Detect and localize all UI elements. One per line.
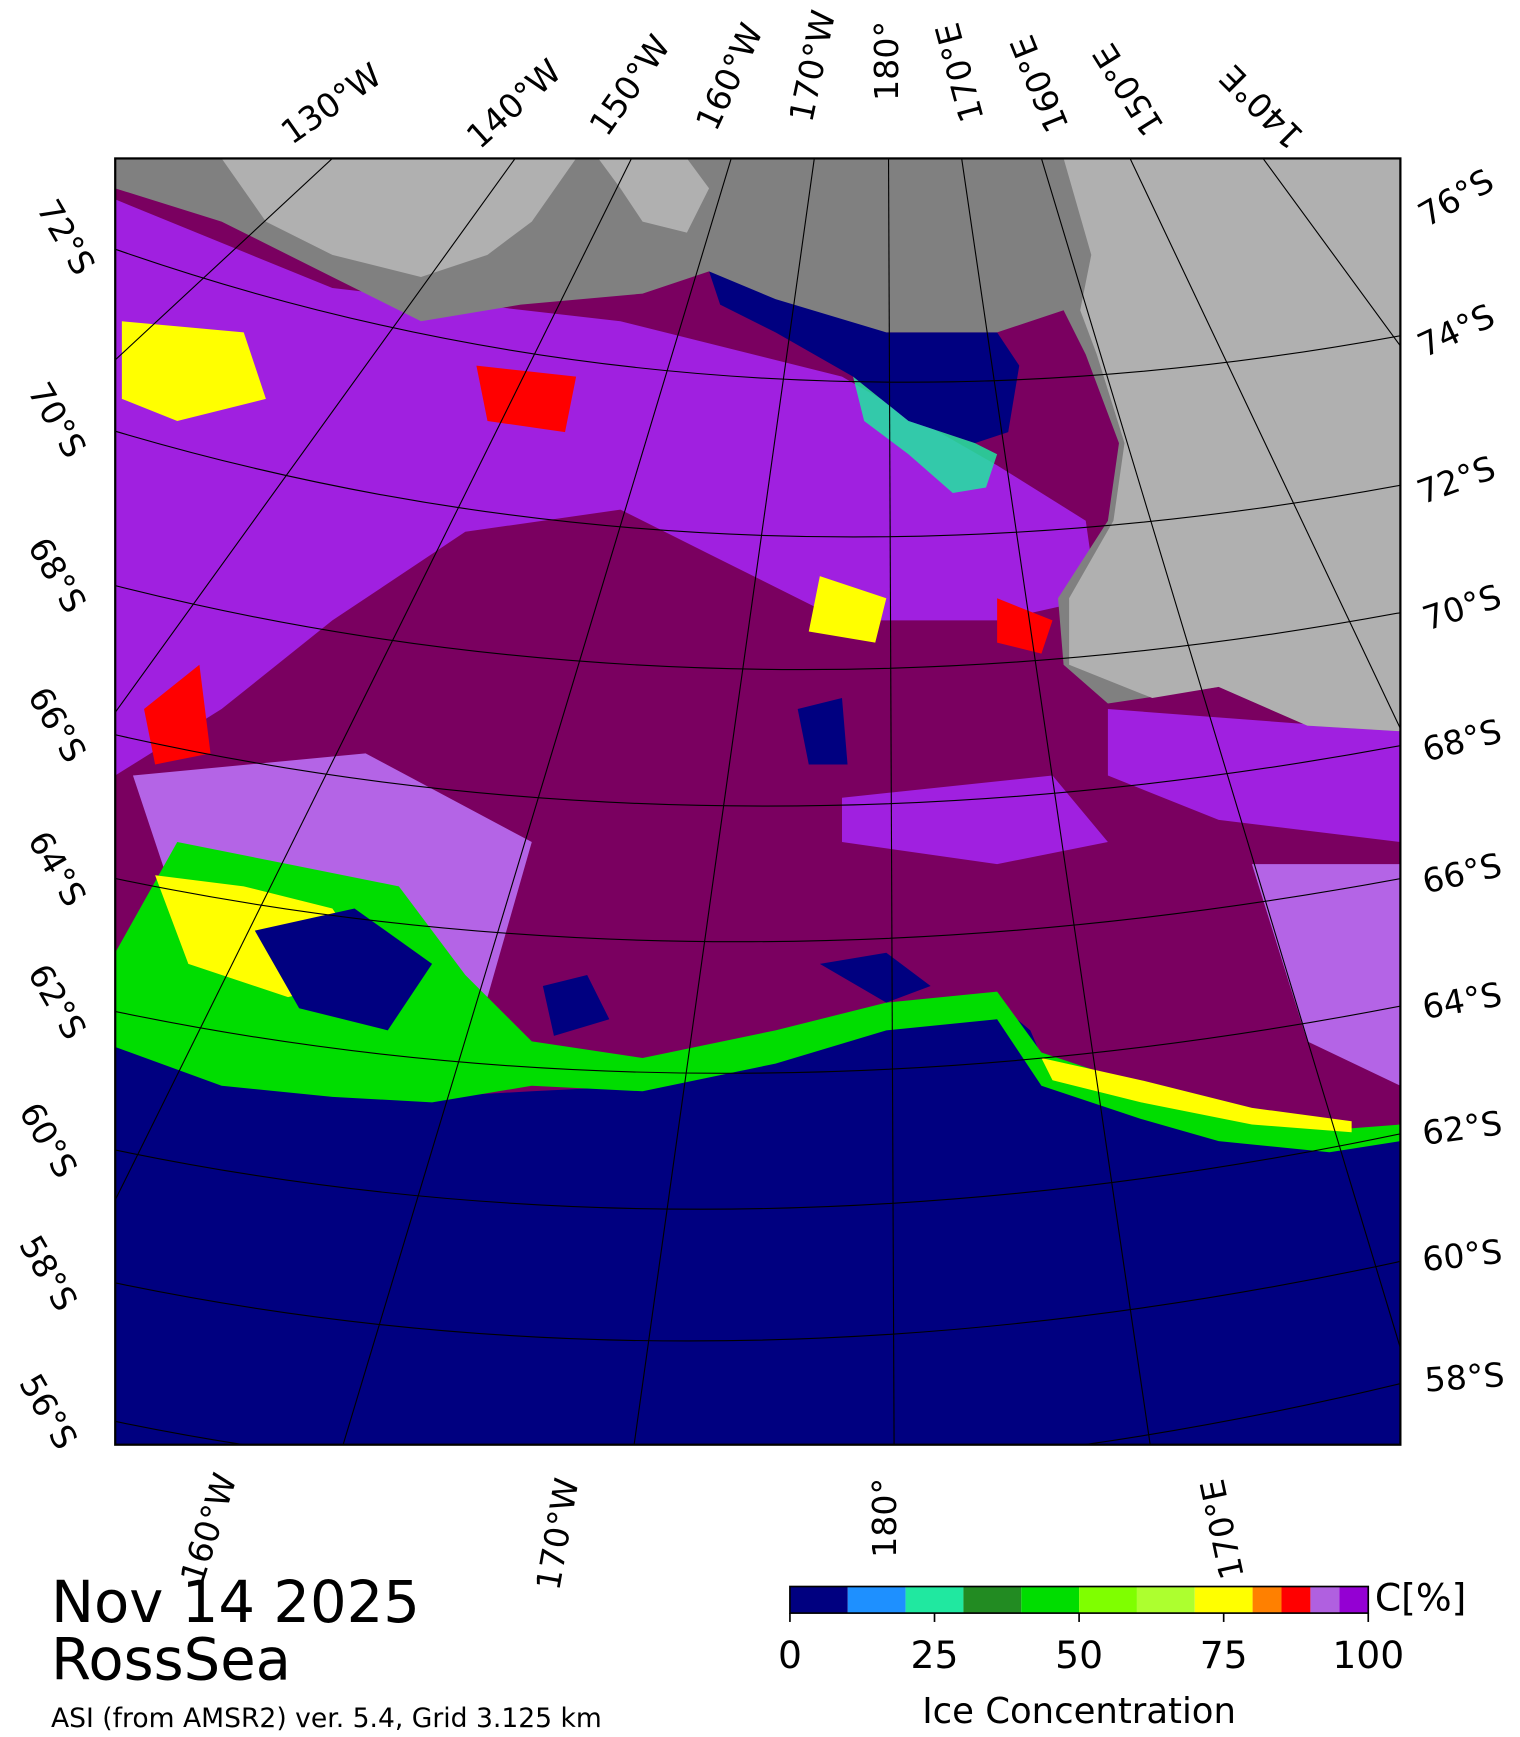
colorbar-segment: [1252, 1586, 1282, 1614]
parallel: [115, 1005, 1401, 1074]
meridian-label: 170°W: [782, 7, 844, 126]
meridian-label: 150°W: [582, 28, 679, 143]
parallel-label: 62°S: [1420, 1103, 1505, 1153]
colorbar-segment: [1339, 1586, 1369, 1614]
colorbar-segment: [905, 1586, 964, 1614]
colorbar-segment: [789, 1586, 848, 1614]
region: RossSea: [51, 1627, 291, 1694]
meridian-label: 160°E: [1003, 30, 1077, 138]
graticule: [115, 158, 1401, 1445]
parallel-label: 58°S: [1423, 1355, 1505, 1399]
parallel-label: 62°S: [20, 957, 94, 1046]
parallel-label: 68°S: [20, 531, 94, 620]
parallel: [115, 1383, 1401, 1445]
meridian-label: 160°W: [688, 17, 771, 136]
parallel-label: 58°S: [11, 1229, 85, 1318]
map: [115, 158, 1401, 1445]
colorbar-segment: [847, 1586, 906, 1614]
colorbar-label: Ice Concentration: [922, 1691, 1236, 1732]
parallel: [115, 877, 1401, 943]
colorbar-unit: C[%]: [1375, 1575, 1466, 1619]
meridian: [115, 158, 516, 714]
meridian-label: 180°: [865, 1478, 904, 1558]
parallel: [115, 1133, 1401, 1210]
parallel-label: 74°S: [1412, 296, 1501, 365]
colorbar-tick-label: 75: [1200, 1633, 1248, 1677]
parallel-label: 70°S: [1418, 577, 1506, 639]
parallel: [115, 734, 1401, 807]
parallel-label: 76°S: [1412, 161, 1501, 235]
parallel: [115, 1260, 1401, 1342]
parallel-label: 70°S: [20, 376, 94, 465]
parallel-label: 72°S: [1412, 448, 1500, 512]
meridian-label: 140°W: [459, 52, 569, 157]
meridian-label: 130°W: [274, 55, 389, 152]
colorbar: 0 25 50 75 100 C[%] Ice Concentration: [778, 1575, 1466, 1732]
colorbar-tick-label: 25: [911, 1633, 959, 1677]
meridian: [961, 158, 1151, 1445]
meridian: [115, 158, 633, 1202]
meridian-label: 170°W: [529, 1475, 587, 1593]
parallel: [115, 584, 1401, 671]
source: ASI (from AMSR2) ver. 5.4, Grid 3.125 km: [51, 1703, 602, 1734]
meridian-label: 170°E: [928, 19, 992, 127]
ice-light: [115, 199, 1401, 865]
parallel-label: 72°S: [29, 193, 103, 282]
parallel-label: 66°S: [1419, 845, 1506, 901]
meridian-label: 140°E: [1212, 57, 1311, 156]
parallel: [115, 248, 1401, 383]
parallel: [115, 430, 1401, 538]
colorbar-segment: [1281, 1586, 1311, 1614]
colorbar-segment: [963, 1586, 1022, 1614]
parallel-label: 60°S: [11, 1096, 85, 1185]
colorbar-segment: [1021, 1586, 1080, 1614]
meridian-label: 180°: [867, 21, 906, 101]
land: [115, 158, 1401, 732]
meridian: [887, 158, 895, 1445]
parallel-label: 64°S: [20, 824, 94, 913]
meridian: [633, 158, 815, 1445]
meridian: [342, 158, 732, 1445]
colorbar-segment: [1136, 1586, 1195, 1614]
meridian: [1129, 158, 1401, 730]
date: Nov 14 2025: [51, 1569, 420, 1636]
parallel-label: 60°S: [1420, 1232, 1504, 1279]
parallel-label: 56°S: [11, 1367, 85, 1456]
parallel-label: 66°S: [20, 680, 94, 769]
colorbar-segment: [1310, 1586, 1340, 1614]
colorbar-tick-label: 0: [778, 1633, 802, 1677]
meridian-label: 170°E: [1193, 1476, 1252, 1583]
meridian-label: 150°E: [1085, 37, 1172, 143]
polynya: [709, 271, 1020, 444]
open-water-inner: [254, 697, 931, 1036]
colorbar-segment: [1079, 1586, 1137, 1614]
meridian: [1040, 158, 1401, 1351]
parallel-label: 68°S: [1418, 711, 1505, 769]
colorbar-tick-label: 50: [1055, 1633, 1103, 1677]
colorbar-tick-label: 100: [1332, 1633, 1404, 1677]
parallel-label: 64°S: [1419, 975, 1505, 1027]
ice-edge-yellow: [121, 321, 1352, 1133]
map-frame: [114, 157, 1402, 1446]
ice-lighter: [132, 753, 1401, 1086]
colorbar-segment: [1194, 1586, 1253, 1614]
